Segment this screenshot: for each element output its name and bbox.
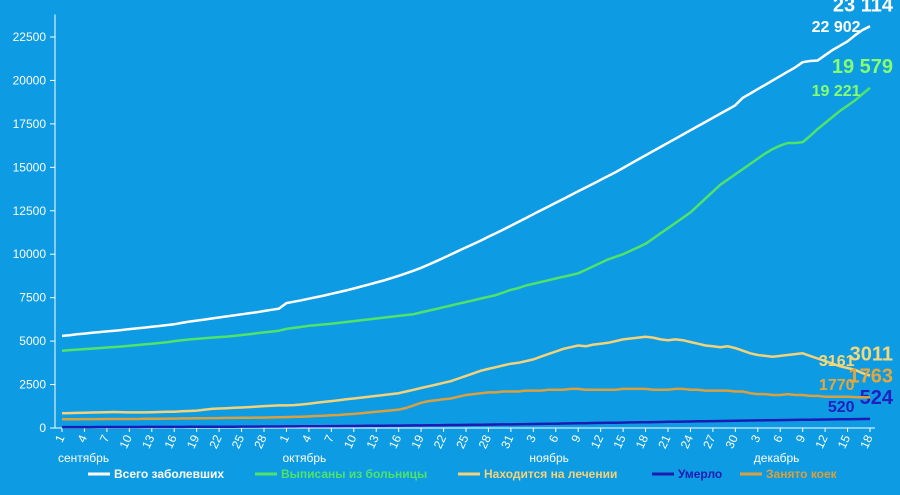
x-tick-label: 3 bbox=[748, 432, 764, 444]
y-tick-label: 22500 bbox=[13, 30, 47, 44]
x-tick-label: 22 bbox=[206, 432, 224, 450]
y-tick-label: 15000 bbox=[13, 160, 47, 174]
x-tick-label: 7 bbox=[321, 432, 337, 444]
x-tick-label: 16 bbox=[386, 432, 404, 450]
x-tick-label: 19 bbox=[184, 432, 202, 450]
value-label: 1770 bbox=[819, 377, 855, 394]
x-tick-label: 30 bbox=[723, 432, 741, 450]
x-tick-label: 3 bbox=[523, 432, 539, 444]
x-tick-label: 19 bbox=[408, 432, 426, 450]
value-label: 19 579 bbox=[832, 56, 893, 78]
x-tick-label: 18 bbox=[633, 432, 651, 450]
value-label: 3011 bbox=[850, 344, 893, 366]
legend-label: Выписаны из больницы bbox=[281, 467, 427, 481]
x-tick-label: 13 bbox=[139, 432, 157, 450]
x-tick-label: 7 bbox=[97, 432, 113, 444]
y-tick-label: 2500 bbox=[19, 378, 46, 392]
x-tick-label: 12 bbox=[588, 432, 606, 450]
legend-label: Всего заболевших bbox=[114, 467, 224, 481]
x-tick-label: 9 bbox=[793, 432, 809, 444]
series-line bbox=[62, 417, 871, 429]
x-tick-label: 27 bbox=[700, 432, 718, 450]
series-line bbox=[61, 25, 871, 338]
value-label: 19 221 bbox=[812, 83, 861, 100]
x-tick-label: 28 bbox=[476, 432, 494, 450]
x-tick-label: 4 bbox=[75, 432, 91, 444]
legend-label: Занято коек bbox=[766, 467, 838, 481]
x-tick-label: 1 bbox=[277, 432, 293, 444]
month-label: сентябрь bbox=[58, 451, 109, 465]
x-tick-label: 15 bbox=[835, 432, 853, 450]
y-tick-label: 17500 bbox=[13, 117, 47, 131]
series-line bbox=[62, 387, 871, 421]
y-tick-label: 12500 bbox=[13, 204, 47, 218]
x-tick-label: 10 bbox=[117, 432, 135, 450]
x-tick-label: 6 bbox=[546, 432, 562, 444]
legend-label: Умерло bbox=[678, 467, 722, 481]
x-tick-label: 22 bbox=[431, 432, 449, 450]
x-tick-label: 24 bbox=[678, 432, 696, 450]
series-line bbox=[61, 86, 871, 352]
value-label: 23 114 bbox=[833, 0, 894, 16]
legend-label: Находится на лечении bbox=[484, 467, 617, 481]
x-tick-label: 12 bbox=[812, 432, 830, 450]
x-tick-label: 9 bbox=[568, 432, 584, 444]
x-tick-label: 4 bbox=[299, 432, 315, 444]
month-label: ноябрь bbox=[529, 451, 569, 465]
value-label: 520 bbox=[828, 399, 855, 416]
y-tick-label: 7500 bbox=[19, 291, 46, 305]
x-tick-label: 25 bbox=[453, 432, 471, 450]
y-tick-label: 10000 bbox=[13, 247, 47, 261]
value-label: 22 902 bbox=[812, 19, 861, 36]
series-line bbox=[61, 335, 871, 415]
x-tick-label: 13 bbox=[363, 432, 381, 450]
y-tick-label: 5000 bbox=[19, 334, 46, 348]
y-tick-label: 20000 bbox=[13, 73, 47, 87]
x-tick-label: 28 bbox=[251, 432, 269, 450]
x-tick-label: 18 bbox=[857, 432, 875, 450]
x-tick-label: 10 bbox=[341, 432, 359, 450]
x-tick-label: 1 bbox=[52, 432, 68, 444]
value-label: 1763 bbox=[849, 365, 894, 387]
value-label: 3161 bbox=[819, 353, 855, 370]
x-tick-label: 6 bbox=[770, 432, 786, 444]
x-tick-label: 25 bbox=[229, 432, 247, 450]
month-label: октябрь bbox=[282, 451, 326, 465]
month-label: декабрь bbox=[754, 451, 800, 465]
x-tick-label: 31 bbox=[498, 432, 516, 450]
x-tick-label: 16 bbox=[161, 432, 179, 450]
x-tick-label: 15 bbox=[610, 432, 628, 450]
y-tick-label: 0 bbox=[39, 421, 46, 435]
x-tick-label: 21 bbox=[655, 432, 673, 450]
value-label: 524 bbox=[860, 387, 894, 409]
